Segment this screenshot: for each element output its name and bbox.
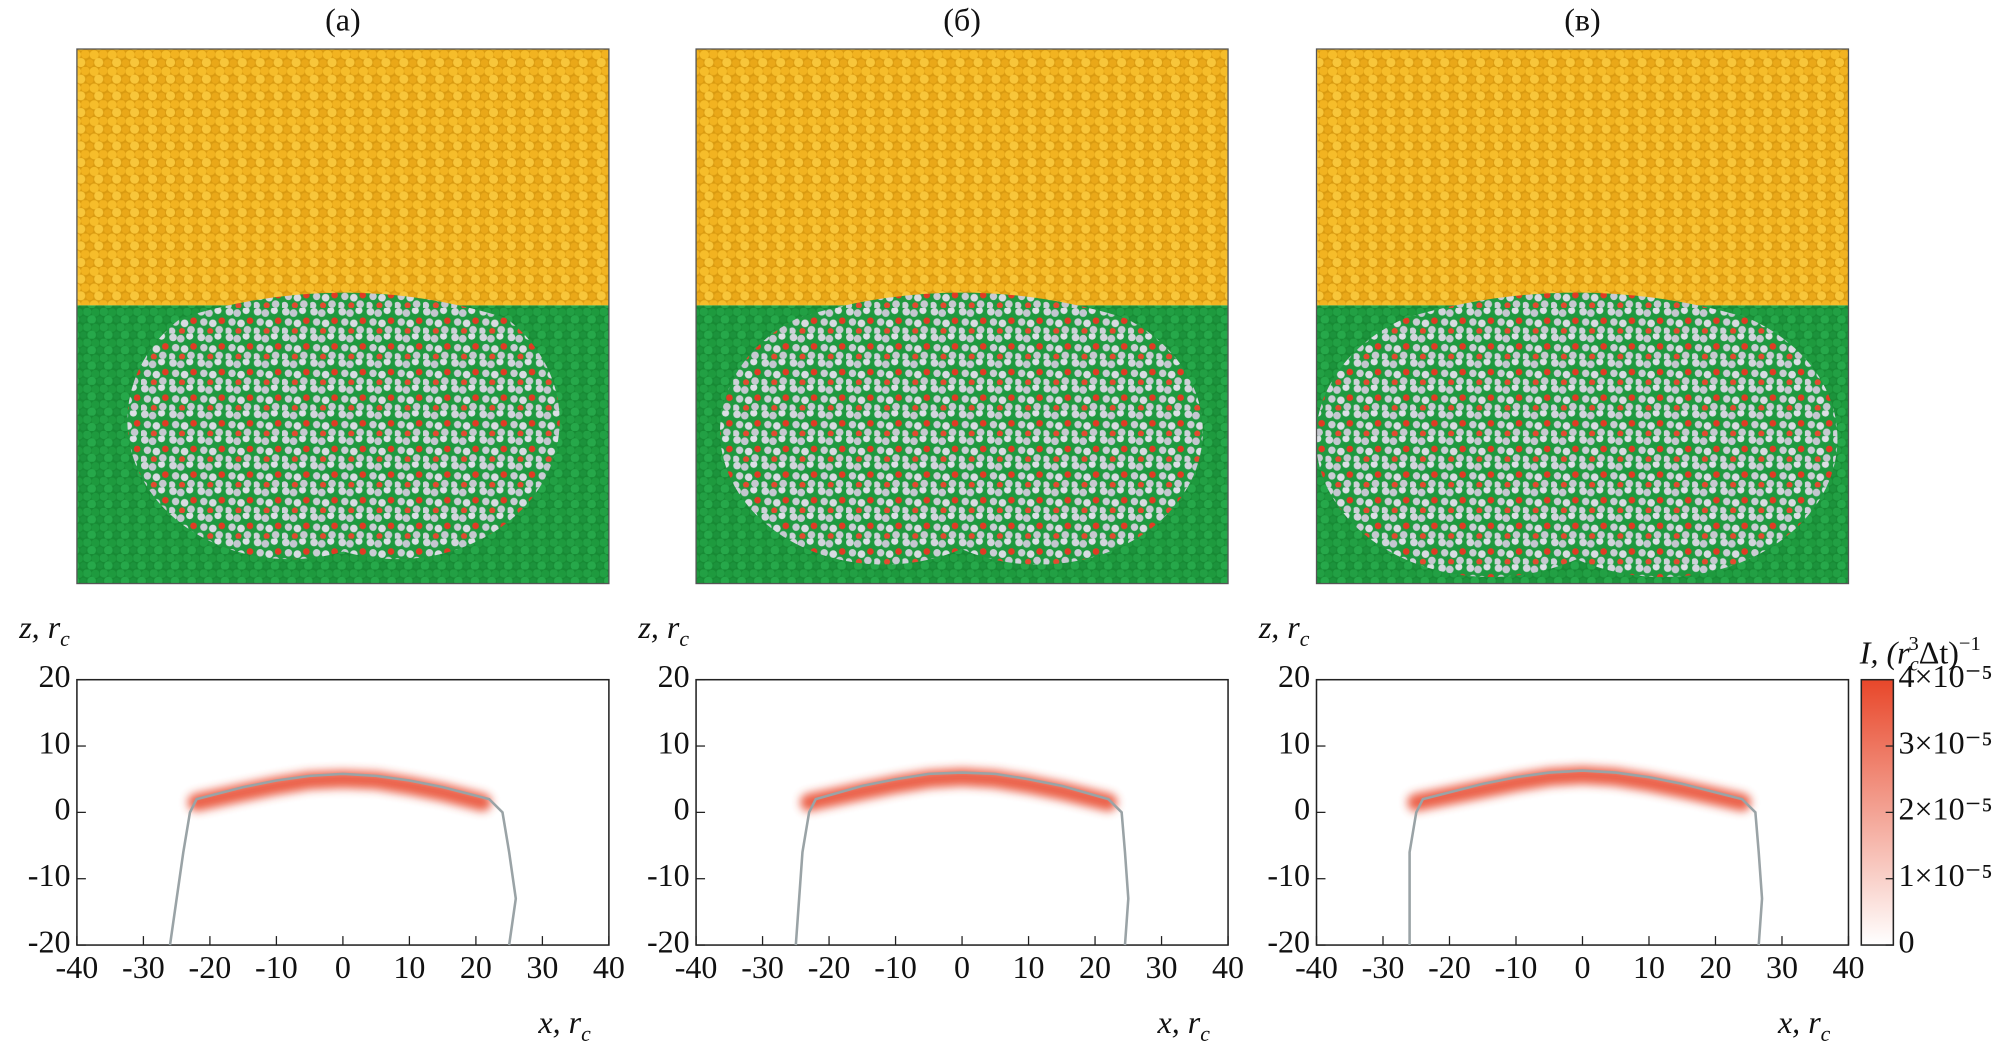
x-tick-label: -30 bbox=[1362, 949, 1405, 985]
y-tick-label: 0 bbox=[54, 791, 70, 827]
plot-area bbox=[1315, 678, 1850, 946]
label-sub: c bbox=[60, 627, 70, 651]
x-tick-label: 0 bbox=[1574, 949, 1590, 985]
colorbar-tick-label: 4×10⁻⁵ bbox=[1898, 658, 1992, 694]
y-tick-label: -20 bbox=[1267, 923, 1310, 959]
colorbar-tick-label: 0 bbox=[1898, 923, 1914, 959]
y-tick-label: 20 bbox=[38, 658, 70, 694]
y-axis-label: z, rc bbox=[637, 609, 689, 651]
colorbar-tick-label: 3×10⁻⁵ bbox=[1898, 724, 1992, 760]
plot-area bbox=[76, 678, 610, 946]
x-axis-label: x, rc bbox=[537, 1004, 591, 1046]
x-tick-label: 10 bbox=[1633, 949, 1665, 985]
x-tick-label: 0 bbox=[954, 949, 970, 985]
snapshot-frame bbox=[695, 48, 1229, 585]
panel-title: (в) bbox=[1564, 2, 1600, 38]
label-part: Δt) bbox=[1919, 635, 1959, 671]
label-part: I, (r bbox=[1859, 635, 1910, 671]
colorbar-label: I, (rc3Δt)−1 bbox=[1859, 633, 1981, 676]
panel-title: (б) bbox=[943, 2, 981, 38]
intensity-band bbox=[187, 770, 492, 812]
colorbar-tick-label: 1×10⁻⁵ bbox=[1898, 857, 1992, 893]
x-tick-label: -20 bbox=[1428, 949, 1471, 985]
intensity-band bbox=[1407, 766, 1752, 812]
y-tick-label: -10 bbox=[28, 857, 71, 893]
x-tick-label: 0 bbox=[335, 949, 351, 985]
y-tick-label: 20 bbox=[658, 658, 690, 694]
label-sub: c bbox=[1300, 627, 1310, 651]
x-tick-label: -30 bbox=[122, 949, 165, 985]
label-sup: 3 bbox=[1908, 633, 1918, 655]
y-axis-label: z, rc bbox=[18, 609, 70, 651]
interface-line bbox=[168, 772, 518, 946]
y-tick-label: -20 bbox=[28, 923, 71, 959]
snapshot-frame bbox=[1315, 48, 1850, 585]
x-tick-label: 30 bbox=[1146, 949, 1178, 985]
y-tick-label: 10 bbox=[1278, 724, 1310, 760]
colorbar-tick-label: 2×10⁻⁵ bbox=[1898, 791, 1992, 827]
intensity-band bbox=[800, 768, 1118, 812]
label-sup: −1 bbox=[1959, 633, 1981, 655]
x-tick-label: 30 bbox=[526, 949, 558, 985]
snapshot-droplet bbox=[127, 292, 560, 560]
snapshot-top-phase bbox=[76, 49, 609, 306]
label-sub: c bbox=[581, 1022, 591, 1046]
snapshot-droplet bbox=[720, 292, 1203, 565]
plot-area bbox=[695, 678, 1229, 946]
x-tick-label: 20 bbox=[1699, 949, 1731, 985]
x-axis-label: x, rc bbox=[1777, 1004, 1831, 1046]
x-tick-label: 40 bbox=[1832, 949, 1864, 985]
panel-title: (а) bbox=[325, 2, 361, 38]
snapshot-top-phase bbox=[1316, 49, 1849, 306]
y-tick-label: 10 bbox=[38, 724, 70, 760]
y-tick-label: -10 bbox=[647, 857, 690, 893]
label-sub: c bbox=[1200, 1022, 1210, 1046]
x-tick-label: 20 bbox=[1079, 949, 1111, 985]
label-text: x, r bbox=[1777, 1004, 1821, 1040]
label-sub: c bbox=[679, 627, 689, 651]
x-tick-label: -40 bbox=[675, 949, 718, 985]
x-tick-label: 30 bbox=[1766, 949, 1798, 985]
label-text: x, r bbox=[1157, 1004, 1201, 1040]
label-text: x, r bbox=[537, 1004, 581, 1040]
y-tick-label: 20 bbox=[1278, 658, 1310, 694]
y-tick-label: 0 bbox=[674, 791, 690, 827]
label-sub: c bbox=[1910, 653, 1919, 675]
label-sub: c bbox=[1821, 1022, 1831, 1046]
label-text: z, r bbox=[18, 609, 60, 645]
label-text: z, r bbox=[637, 609, 679, 645]
x-tick-label: -20 bbox=[808, 949, 851, 985]
interface-line bbox=[794, 771, 1130, 946]
interface-line bbox=[1408, 769, 1764, 946]
x-tick-label: -40 bbox=[1295, 949, 1338, 985]
x-tick-label: -10 bbox=[874, 949, 917, 985]
x-tick-label: -30 bbox=[741, 949, 784, 985]
x-tick-label: -10 bbox=[1495, 949, 1538, 985]
x-tick-label: 10 bbox=[393, 949, 425, 985]
x-tick-label: 10 bbox=[1013, 949, 1045, 985]
snapshot-droplet bbox=[1315, 292, 1838, 578]
y-tick-label: -10 bbox=[1267, 857, 1310, 893]
snapshot-top-phase bbox=[696, 49, 1229, 306]
x-axis-label: x, rc bbox=[1157, 1004, 1211, 1046]
y-axis-label: z, rc bbox=[1258, 609, 1310, 651]
x-tick-label: 20 bbox=[460, 949, 492, 985]
label-text: z, r bbox=[1258, 609, 1300, 645]
x-tick-label: 40 bbox=[1212, 949, 1244, 985]
snapshot-frame bbox=[76, 48, 610, 585]
y-tick-label: 10 bbox=[658, 724, 690, 760]
x-tick-label: 40 bbox=[593, 949, 625, 985]
x-tick-label: -40 bbox=[56, 949, 99, 985]
x-tick-label: -20 bbox=[189, 949, 232, 985]
y-tick-label: 0 bbox=[1294, 791, 1310, 827]
x-tick-label: -10 bbox=[255, 949, 298, 985]
y-tick-label: -20 bbox=[647, 923, 690, 959]
